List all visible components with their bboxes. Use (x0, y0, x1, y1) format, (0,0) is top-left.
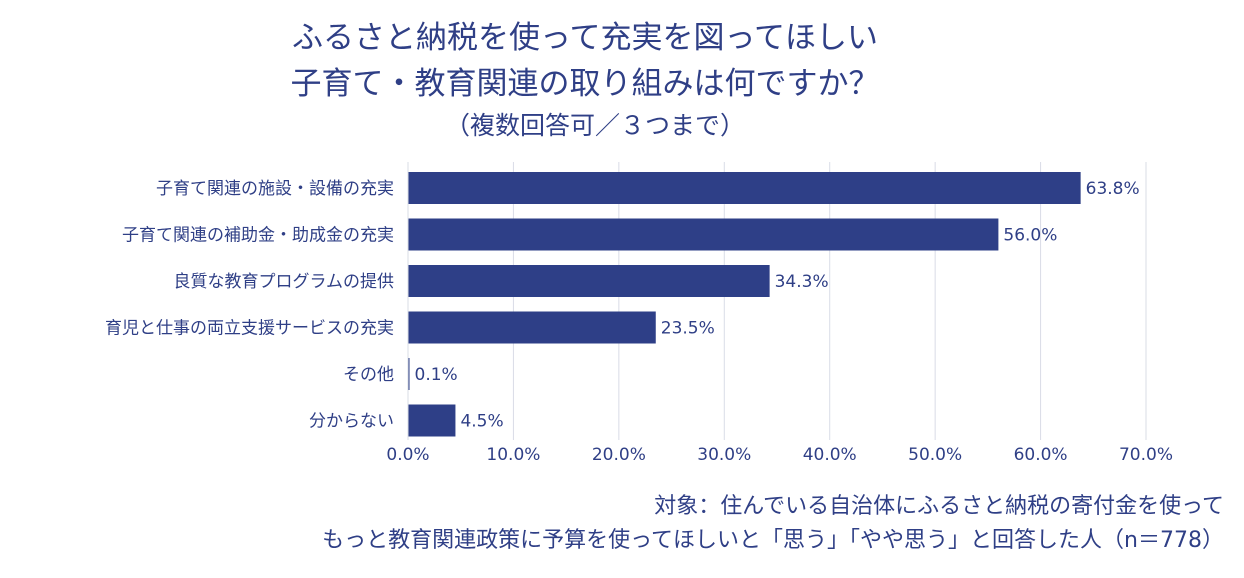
category-label: 良質な教育プログラムの提供 (174, 272, 395, 292)
bar (408, 404, 456, 437)
x-tick-label: 40.0% (803, 445, 857, 465)
x-tick-label: 0.0% (386, 445, 429, 465)
survey-note-line2: もっと教育関連政策に予算を使ってほしいと「思う」「やや思う」と回答した人（n＝7… (322, 528, 1224, 553)
category-label: 育児と仕事の両立支援サービスの充実 (105, 319, 394, 339)
value-label: 0.1% (415, 365, 458, 385)
category-label: 分からない (309, 412, 394, 432)
x-tick-label: 70.0% (1119, 445, 1173, 465)
value-label: 63.8% (1086, 179, 1140, 199)
x-tick-label: 30.0% (697, 445, 751, 465)
bar (408, 218, 999, 251)
survey-note-line1: 対象：住んでいる自治体にふるさと納税の寄付金を使って (654, 494, 1224, 519)
value-label: 34.3% (775, 272, 829, 292)
x-tick-label: 60.0% (1014, 445, 1068, 465)
x-tick-label: 10.0% (486, 445, 540, 465)
category-label: その他 (343, 365, 394, 385)
bar (408, 172, 1081, 204)
bar-chart: 0.0% 10.0% 20.0% 30.0% 40.0% 50.0% 60.0% 70.0% 子… (105, 162, 1173, 465)
bar (408, 311, 656, 344)
bar (408, 265, 770, 297)
chart-title-line1: ふるさと納税を使って充実を図ってほしい (292, 20, 878, 56)
x-tick-label: 20.0% (592, 445, 646, 465)
chart-subtitle: （複数回答可／３つまで） (444, 111, 745, 140)
chart-title-line2: 子育て・教育関連の取り組みは何ですか？ (290, 66, 880, 102)
x-tick-label: 50.0% (908, 445, 962, 465)
category-label: 子育て関連の施設・設備の充実 (156, 179, 394, 199)
bar (408, 358, 410, 390)
value-label: 4.5% (460, 412, 503, 432)
category-label: 子育て関連の補助金・助成金の充実 (122, 226, 394, 246)
value-label: 23.5% (661, 319, 715, 339)
value-label: 56.0% (1003, 226, 1057, 246)
